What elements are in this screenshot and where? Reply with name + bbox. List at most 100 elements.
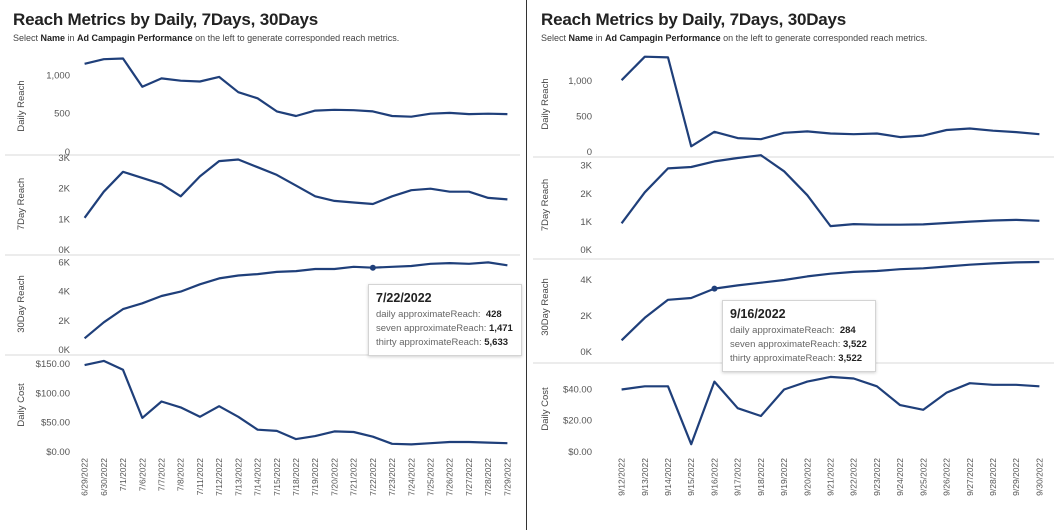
highlight-point	[711, 285, 718, 292]
tooltip-row: daily approximateReach: 428	[376, 308, 513, 322]
series-line-7day-reach	[620, 154, 1040, 228]
subtitle-text: on the left to generate corresponded rea…	[192, 33, 400, 43]
x-tick-label: 9/24/2022	[895, 458, 905, 496]
panel-subtitle: Select Name in Ad Campagin Performance o…	[541, 33, 927, 43]
x-tick-label: 9/28/2022	[988, 458, 998, 496]
subtitle-name-link: Name	[40, 33, 66, 43]
x-tick-label: 7/21/2022	[349, 458, 359, 496]
y-axis-label: 30Day Reach	[540, 278, 551, 336]
tooltip-value: 1,471	[489, 323, 513, 334]
tooltip-label: daily approximateReach:	[730, 325, 835, 336]
x-tick-label: 6/29/2022	[80, 458, 90, 496]
x-tick-label: 9/27/2022	[965, 458, 975, 496]
y-tick-label: 1K	[58, 214, 70, 225]
x-tick-label: 9/15/2022	[686, 458, 696, 496]
right-panel: Reach Metrics by Daily, 7Days, 30Days Se…	[528, 0, 1060, 530]
x-tick-label: 7/14/2022	[253, 458, 263, 496]
y-axis-label: 7Day Reach	[540, 179, 551, 231]
x-tick-label: 9/30/2022	[1034, 458, 1044, 496]
y-tick-label: $40.00	[563, 384, 592, 395]
subtitle-sheet-name: Ad Campagin Performance	[605, 33, 721, 43]
tooltip-row: daily approximateReach: 284	[730, 324, 867, 338]
y-tick-label: 2K	[58, 316, 70, 327]
y-tick-label: 3K	[580, 161, 592, 172]
y-tick-label: 1K	[580, 217, 592, 228]
tooltip-row: thirty approximateReach: 3,522	[730, 352, 867, 366]
tooltip-value: 428	[485, 309, 502, 320]
y-tick-label: 500	[576, 111, 592, 122]
tooltip-value: 5,633	[484, 337, 509, 348]
y-tick-label: 1,000	[46, 70, 70, 81]
panel-title: Reach Metrics by Daily, 7Days, 30Days	[541, 10, 847, 29]
y-tick-label: 1,000	[568, 76, 592, 87]
y-tick-label: 0K	[58, 345, 70, 356]
reach-metrics-chart[interactable]: 0 500 1,000 Daily Reach 0K 1K 2K 3K 7Day Reach 0K…	[0, 0, 526, 530]
y-axis-label: Daily Reach	[540, 78, 551, 129]
x-tick-label: 7/1/2022	[118, 458, 128, 491]
x-tick-label: 9/23/2022	[872, 458, 882, 496]
left-panel: Reach Metrics by Daily, 7Days, 30Days Se…	[0, 0, 527, 530]
panel-subtitle: Select Name in Ad Campagin Performance o…	[13, 33, 399, 43]
subtitle-text: on the left to generate corresponded rea…	[720, 33, 928, 43]
x-tick-label: 7/22/2022	[368, 458, 378, 496]
y-tick-label: 0	[65, 147, 70, 158]
series-line-daily-reach	[620, 55, 1040, 148]
y-axis-label: 7Day Reach	[16, 178, 27, 230]
series-line-7day-reach	[83, 158, 508, 219]
series-line-daily-cost	[621, 375, 1040, 446]
subtitle-text: in	[593, 33, 606, 43]
x-tick-label: 9/19/2022	[779, 458, 789, 496]
y-axis-label: Daily Cost	[540, 387, 551, 431]
y-tick-label: $100.00	[36, 388, 70, 399]
y-tick-label: 6K	[58, 257, 70, 268]
x-tick-label: 9/17/2022	[733, 458, 743, 496]
x-tick-label: 9/20/2022	[802, 458, 812, 496]
x-tick-label: 7/19/2022	[310, 458, 320, 496]
tooltip-row: seven approximateReach: 3,522	[730, 338, 867, 352]
series-line-daily-cost	[84, 359, 508, 446]
x-tick-label: 9/16/2022	[709, 458, 719, 496]
y-tick-label: 0K	[580, 245, 592, 256]
y-tick-label: 0K	[580, 347, 592, 358]
x-tick-label: 7/12/2022	[214, 458, 224, 496]
series-line-daily-reach	[84, 57, 508, 118]
x-tick-label: 7/27/2022	[464, 458, 474, 496]
tooltip-value: 3,522	[843, 339, 867, 350]
y-tick-label: 500	[54, 109, 70, 120]
tooltip-label: thirty approximateReach:	[730, 353, 836, 364]
y-tick-label: 4K	[58, 287, 70, 298]
tooltip-label: thirty approximateReach:	[376, 337, 482, 348]
tooltip-date: 9/16/2022	[730, 307, 786, 321]
x-tick-label: 7/29/2022	[502, 458, 512, 496]
x-tick-label: 7/24/2022	[406, 458, 416, 496]
x-tick-label: 7/6/2022	[137, 458, 147, 491]
y-tick-label: 2K	[58, 184, 70, 195]
y-axis-label: Daily Cost	[16, 383, 27, 427]
x-tick-label: 7/18/2022	[291, 458, 301, 496]
x-tick-label: 9/21/2022	[826, 458, 836, 496]
subtitle-name-link: Name	[568, 33, 594, 43]
x-tick-label: 7/7/2022	[156, 458, 166, 491]
highlight-point	[369, 264, 376, 271]
x-tick-label: 7/15/2022	[272, 458, 282, 496]
tooltip-row: thirty approximateReach: 5,633	[376, 336, 513, 350]
y-axis-label: Daily Reach	[16, 80, 27, 131]
x-tick-label: 7/23/2022	[387, 458, 397, 496]
y-tick-label: 4K	[580, 275, 592, 286]
subtitle-sheet-name: Ad Campagin Performance	[77, 33, 193, 43]
y-tick-label: 2K	[580, 311, 592, 322]
x-tick-label: 9/13/2022	[640, 458, 650, 496]
reach-metrics-chart[interactable]: 0 500 1,000 Daily Reach 0K 1K 2K 3K 7Day Reach 0K…	[528, 0, 1060, 530]
tooltip-label: seven approximateReach:	[730, 339, 841, 350]
y-axis-label: 30Day Reach	[16, 275, 27, 333]
y-tick-label: $0.00	[568, 447, 592, 458]
chart-tooltip: 9/16/2022 daily approximateReach: 284 se…	[722, 300, 876, 372]
y-tick-label: $50.00	[41, 418, 70, 429]
y-tick-label: $20.00	[563, 416, 592, 427]
y-tick-label: $150.00	[36, 359, 70, 370]
x-tick-label: 7/25/2022	[426, 458, 436, 496]
x-tick-label: 7/11/2022	[195, 458, 205, 495]
tooltip-label: seven approximateReach:	[376, 323, 487, 334]
x-tick-label: 7/13/2022	[233, 458, 243, 496]
tooltip-value: 3,522	[838, 353, 863, 364]
